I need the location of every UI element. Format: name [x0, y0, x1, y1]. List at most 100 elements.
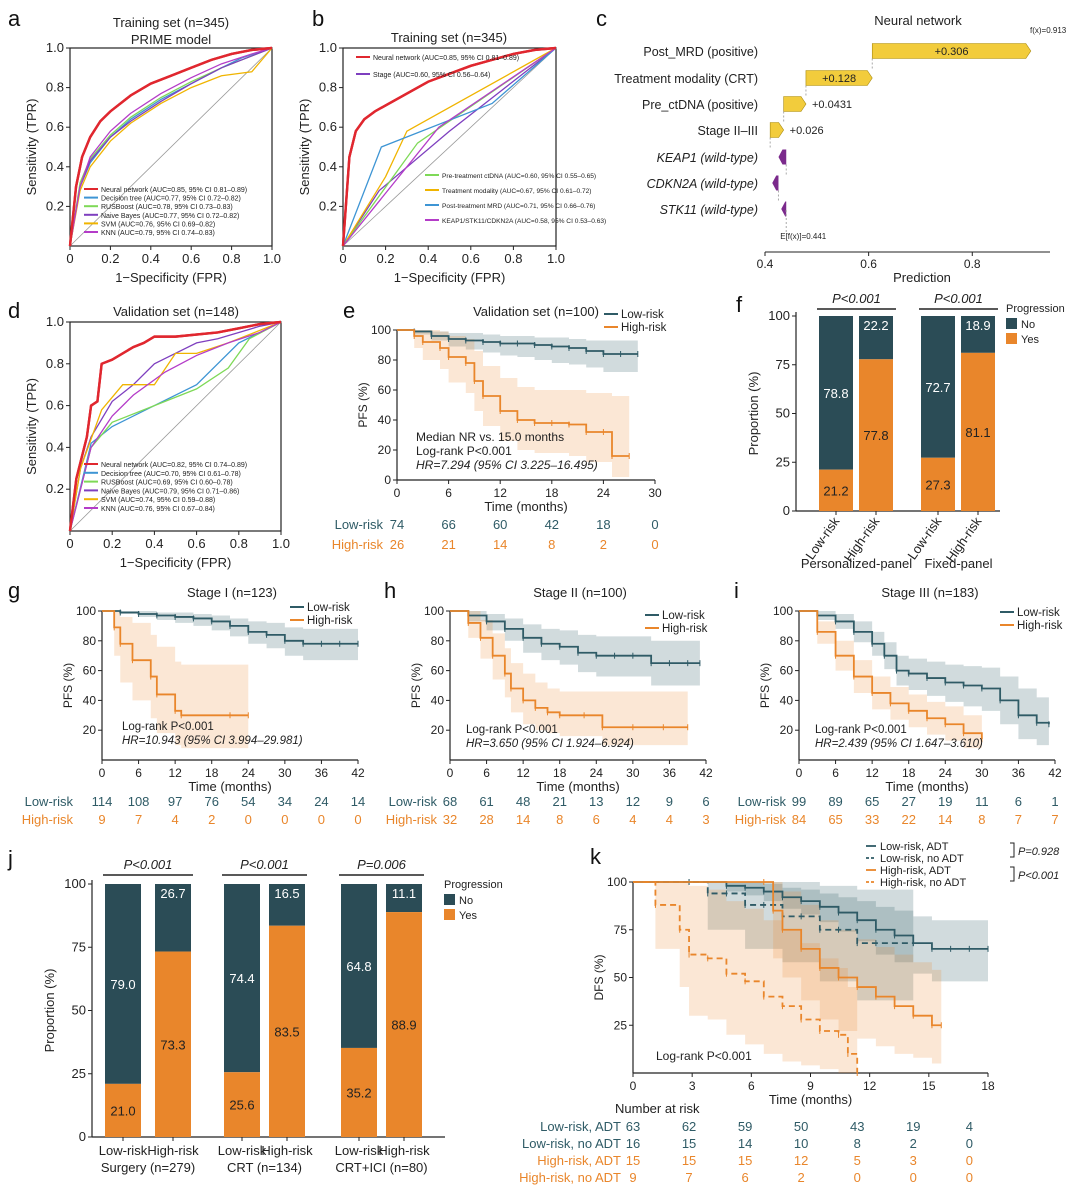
risk-count: 62: [682, 1119, 696, 1134]
survival-curve: [102, 610, 358, 645]
bar-value-yes: 27.3: [925, 477, 950, 492]
risk-count: 99: [792, 794, 806, 809]
x-tick-label: 6: [832, 766, 839, 780]
x-tick-label: 0.4: [419, 251, 437, 266]
ci-band: [397, 330, 638, 372]
risk-row-label: Low-risk: [389, 794, 438, 809]
p-value-label: P<0.001: [124, 857, 173, 872]
x-tick-label: 6: [748, 1079, 755, 1093]
y-tick-label: 100: [64, 876, 86, 891]
x-tick-label: 0.8: [964, 257, 981, 271]
shap-value-label: +0.026: [790, 125, 824, 137]
legend-label: Low-risk: [307, 602, 350, 614]
x-axis-title: 1−Specificity (FPR): [115, 270, 227, 285]
panel-label: h: [384, 578, 396, 603]
chart-subtitle: PRIME model: [131, 32, 211, 47]
bar-value-no: 78.8: [823, 386, 848, 401]
y-tick-label: 0.8: [46, 80, 64, 95]
risk-count: 65: [828, 812, 842, 827]
bar-segment-yes: [105, 1083, 141, 1137]
x-tick-label: 0: [66, 251, 73, 266]
risk-count: 18: [596, 517, 610, 532]
legend-label: Stage (AUC=0.60, 95% CI 0.56–0.64): [373, 72, 490, 79]
x-tick-label: 3: [689, 1079, 696, 1093]
bar-segment-no: [105, 884, 141, 1084]
y-tick-label: 100: [768, 308, 790, 323]
risk-count: 24: [314, 794, 328, 809]
y-tick-label: 0.2: [319, 198, 337, 213]
bar-value-no: 16.5: [274, 886, 299, 901]
y-axis-title: Sensitivity (TPR): [24, 378, 39, 475]
risk-count: 76: [204, 794, 218, 809]
legend-label: Low-risk: [662, 610, 705, 622]
risk-count: 11: [975, 794, 989, 809]
y-tick-label: 40: [83, 693, 97, 707]
y-axis-title: PFS (%): [61, 663, 75, 708]
risk-count: 2: [910, 1136, 917, 1151]
y-axis-title: Proportion (%): [42, 969, 57, 1053]
shap-bar-negative: [772, 175, 779, 191]
p-value-label: P<0.001: [934, 291, 983, 306]
risk-count: 4: [172, 812, 179, 827]
y-axis-title: PFS (%): [409, 663, 423, 708]
risk-count: 97: [168, 794, 182, 809]
x-tick-label: 24: [939, 766, 953, 780]
y-tick-label: 1.0: [46, 314, 64, 329]
legend-swatch-yes: [1006, 333, 1017, 344]
panel-label: k: [590, 844, 602, 869]
survival-curve: [397, 329, 630, 457]
risk-count: 14: [516, 812, 530, 827]
x-tick-label: 0.2: [377, 251, 395, 266]
risk-count: 9: [98, 812, 105, 827]
roc-curve-3: [342, 47, 557, 247]
y-tick-label: 0.4: [46, 439, 64, 454]
y-axis-title: PFS (%): [356, 382, 370, 427]
ci-band: [633, 882, 988, 982]
annotation: HR=2.439 (95% CI 1.647–3.610): [815, 738, 983, 750]
y-axis-title: Proportion (%): [746, 372, 761, 456]
bar-value-no: 74.4: [229, 971, 254, 986]
y-tick-label: 100: [607, 875, 627, 889]
y-tick-label: 20: [780, 723, 794, 737]
legend-label: High-risk, no ADT: [880, 877, 966, 889]
y-tick-label: 80: [431, 634, 445, 648]
risk-count: 28: [479, 812, 493, 827]
y-tick-label: 60: [431, 664, 445, 678]
bar-segment-no: [224, 884, 260, 1073]
risk-count: 89: [828, 794, 842, 809]
y-tick-label: 0.6: [46, 119, 64, 134]
legend-label: Neural network (AUC=0.82, 95% CI 0.74–0.…: [101, 462, 247, 469]
risk-count: 12: [794, 1153, 808, 1168]
y-tick-label: 60: [378, 383, 392, 397]
x-tick-label: 36: [315, 766, 329, 780]
risk-count: 7: [135, 812, 142, 827]
y-tick-label: 100: [773, 604, 793, 618]
legend-label: High-risk: [1017, 620, 1063, 632]
x-tick-label: 36: [1012, 766, 1026, 780]
panel-label: b: [312, 6, 324, 31]
y-tick-label: 20: [431, 723, 445, 737]
p-value-label: P=0.928: [1018, 846, 1060, 858]
risk-count: 22: [901, 812, 915, 827]
x-tick-label: 24: [590, 766, 604, 780]
legend-title: Progression: [1006, 303, 1065, 315]
x-tick-label: 30: [975, 766, 989, 780]
risk-count: 4: [966, 1119, 973, 1134]
risk-row-label: High-risk: [332, 537, 384, 552]
bar-value-yes: 73.3: [160, 1037, 185, 1052]
bar-segment-yes: [341, 1047, 377, 1137]
y-tick-label: 100: [76, 604, 96, 618]
shap-bar-positive: [805, 70, 873, 86]
y-tick-label: 1.0: [46, 40, 64, 55]
x-axis-title: 1−Specificity (FPR): [394, 270, 506, 285]
bar-value-no: 18.9: [965, 318, 990, 333]
plot-frame: [69, 321, 282, 532]
risk-count: 59: [738, 1119, 752, 1134]
stacked-panel-j: 0 25 50 75 100 Proportion (%) 79.0 21.0 Low-risk…: [42, 857, 503, 1175]
annotation: HR=7.294 (95% CI 3.225–16.495): [416, 458, 598, 472]
risk-count: 19: [906, 1119, 920, 1134]
legend-label: Post-treatment MRD (AUC=0.71, 95% CI 0.6…: [442, 203, 595, 210]
